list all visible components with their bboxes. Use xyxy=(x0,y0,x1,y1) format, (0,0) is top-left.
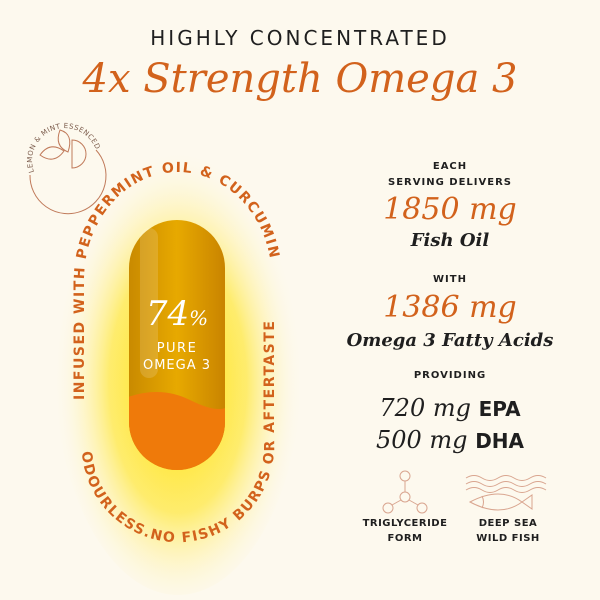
feature-line: WILD FISH xyxy=(476,533,540,544)
headline: 4x Strength Omega 3 xyxy=(82,56,518,102)
epa-amount: 720 mg xyxy=(379,394,471,422)
serving-label: SERVING DELIVERS xyxy=(388,177,512,188)
dha-label: DHA xyxy=(475,429,525,453)
with-label: WITH xyxy=(433,274,467,285)
feature-deep-sea: DEEP SEA WILD FISH xyxy=(463,516,553,546)
lemon-mint-leaf-icon xyxy=(29,129,107,215)
omega-fatty-acids-label: Omega 3 Fatty Acids xyxy=(346,330,554,351)
percent-sign: % xyxy=(189,306,209,330)
providing-label: PROVIDING xyxy=(413,370,487,381)
each-label: EACH xyxy=(432,161,468,172)
percent-value: 74 xyxy=(145,294,190,334)
feature-triglyceride: TRIGLYCERIDE FORM xyxy=(355,516,455,546)
pure-label: PURE xyxy=(156,341,198,356)
fish-waves-icon xyxy=(465,475,547,511)
badge-text: LEMON & MINT ESSENCED xyxy=(26,122,102,174)
capsule-label: 74% PURE OMEGA 3 xyxy=(129,294,225,374)
omega-amount: 1386 mg xyxy=(383,290,517,325)
molecule-icon xyxy=(382,470,428,514)
feature-line: DEEP SEA xyxy=(478,518,538,529)
fish-oil-amount: 1850 mg xyxy=(383,192,517,227)
feature-line: TRIGLYCERIDE xyxy=(362,518,448,529)
dha-line: 500 mg DHA xyxy=(350,426,550,455)
kicker-title: HIGHLY CONCENTRATED xyxy=(150,26,450,50)
fish-oil-label: Fish Oil xyxy=(410,230,490,251)
epa-label: EPA xyxy=(478,397,521,421)
feature-line: FORM xyxy=(387,533,423,544)
epa-line: 720 mg EPA xyxy=(350,394,550,423)
capsule-graphic: INFUSED WITH PEPPERMINT OIL & CURCUMIN O… xyxy=(26,122,303,595)
dha-amount: 500 mg xyxy=(375,426,468,454)
omega-label: OMEGA 3 xyxy=(142,358,212,373)
